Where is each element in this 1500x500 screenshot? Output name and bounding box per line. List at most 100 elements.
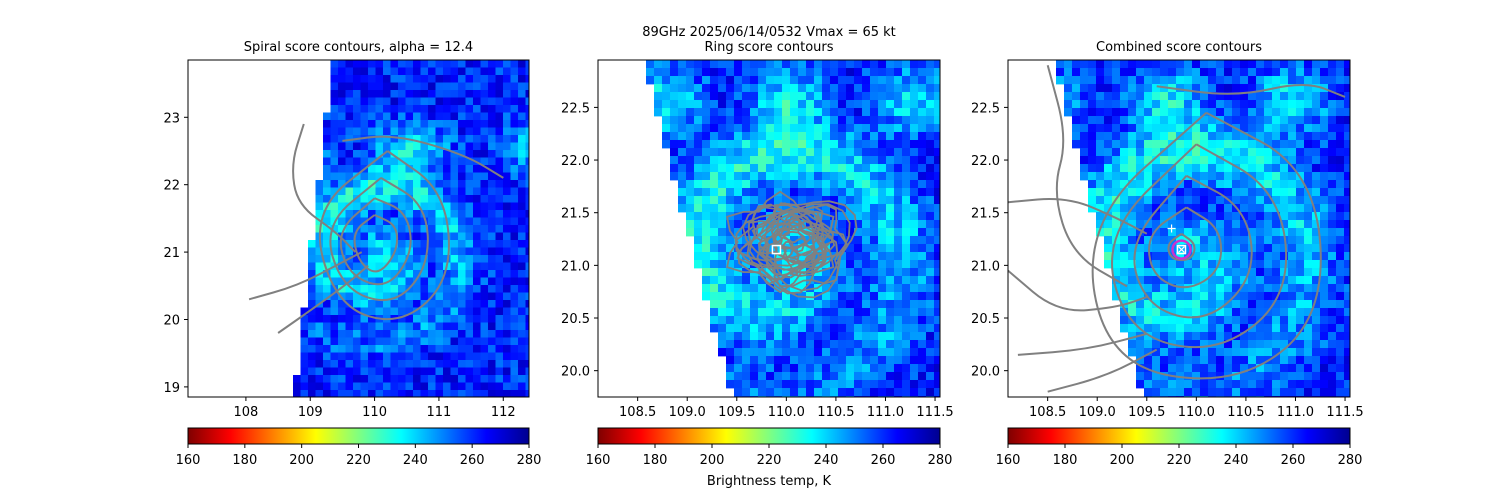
heat-cell: [1328, 164, 1337, 173]
heat-cell: [360, 150, 369, 158]
heat-cell: [886, 156, 895, 165]
heat-cell: [894, 140, 903, 149]
heat-cell: [405, 292, 414, 301]
heat-cell: [345, 90, 354, 98]
heat-cell: [420, 322, 429, 331]
heat-cell: [495, 330, 504, 338]
heat-cell: [926, 68, 935, 77]
heat-cell: [790, 172, 799, 181]
heat-cell: [902, 340, 911, 349]
heat-cell: [758, 148, 767, 157]
heat-cell: [473, 322, 481, 331]
heat-cell: [758, 340, 767, 349]
heat-cell: [886, 364, 895, 373]
heat-cell: [734, 188, 743, 197]
heat-cell: [902, 260, 911, 269]
heat-cell: [465, 82, 474, 91]
heat-cell: [742, 76, 751, 85]
heat-cell: [886, 124, 895, 133]
heat-cell: [413, 67, 421, 76]
heat-cell: [345, 82, 354, 91]
heat-cell: [1200, 84, 1209, 93]
heat-cell: [910, 220, 919, 229]
heat-cell: [315, 352, 324, 361]
heat-cell: [1296, 244, 1305, 253]
heat-cell: [710, 68, 719, 77]
heat-cell: [413, 60, 421, 68]
heat-cell: [1080, 148, 1089, 157]
heat-cell: [1200, 364, 1209, 373]
heat-cell: [710, 324, 719, 333]
heat-cell: [480, 202, 489, 211]
heat-cell: [1296, 84, 1305, 93]
heat-cell: [766, 196, 775, 205]
heat-cell: [1136, 364, 1145, 373]
heat-cell: [1128, 116, 1137, 125]
heat-cell: [1328, 244, 1337, 253]
heat-cell: [1200, 300, 1209, 309]
heat-cell: [345, 352, 354, 361]
heat-cell: [300, 337, 309, 346]
heat-cell: [308, 375, 316, 383]
heat-cell: [1264, 252, 1273, 261]
heat-cell: [518, 127, 526, 136]
heat-cell: [413, 180, 421, 188]
heat-cell: [726, 356, 735, 365]
heat-cell: [1264, 212, 1273, 221]
heat-cell: [862, 124, 871, 133]
heat-cell: [774, 132, 783, 141]
heat-cell: [678, 164, 687, 173]
heat-cell: [870, 220, 879, 229]
heat-cell: [405, 157, 414, 166]
heat-cell: [390, 232, 399, 241]
heat-cell: [750, 324, 759, 333]
heat-cell: [1232, 92, 1241, 101]
heat-cell: [1192, 148, 1201, 157]
heat-cell: [718, 92, 727, 101]
heat-cell: [375, 67, 384, 76]
heat-cell: [846, 244, 855, 253]
heat-cell: [694, 204, 703, 213]
heat-cell: [488, 367, 496, 376]
heat-cell: [862, 108, 871, 117]
heat-cell: [443, 105, 451, 113]
heat-cell: [420, 330, 429, 338]
heat-cell: [1296, 340, 1305, 349]
heat-cell: [308, 292, 316, 301]
heat-cell: [814, 60, 823, 69]
heat-cell: [368, 127, 376, 136]
heat-cell: [518, 157, 526, 166]
heat-cell: [525, 187, 529, 196]
heat-cell: [1136, 244, 1145, 253]
heat-cell: [450, 270, 459, 278]
heat-cell: [338, 135, 346, 143]
heat-cell: [428, 382, 436, 391]
heat-cell: [1288, 340, 1297, 349]
heat-cell: [926, 372, 935, 381]
heat-cell: [1096, 92, 1105, 101]
heat-cell: [1280, 156, 1289, 165]
heat-cell: [1240, 76, 1249, 85]
heat-cell: [1232, 76, 1241, 85]
heat-cell: [726, 308, 735, 317]
heat-cell: [846, 212, 855, 221]
heat-cell: [662, 92, 671, 101]
heat-cell: [694, 100, 703, 109]
heat-cell: [782, 236, 791, 245]
heat-cell: [338, 97, 346, 106]
heat-cell: [726, 164, 735, 173]
heat-cell: [750, 204, 759, 213]
heat-cell: [375, 247, 384, 256]
heat-cell: [353, 142, 361, 151]
heat-cell: [678, 100, 687, 109]
heat-cell: [450, 300, 459, 308]
heat-cell: [345, 97, 354, 106]
heat-cell: [766, 124, 775, 133]
heat-cell: [1336, 356, 1345, 365]
heat-cell: [862, 92, 871, 101]
heat-cell: [443, 127, 451, 136]
heat-cell: [420, 262, 429, 271]
heat-cell: [918, 340, 927, 349]
heat-cell: [798, 124, 807, 133]
heat-cell: [1312, 172, 1321, 181]
